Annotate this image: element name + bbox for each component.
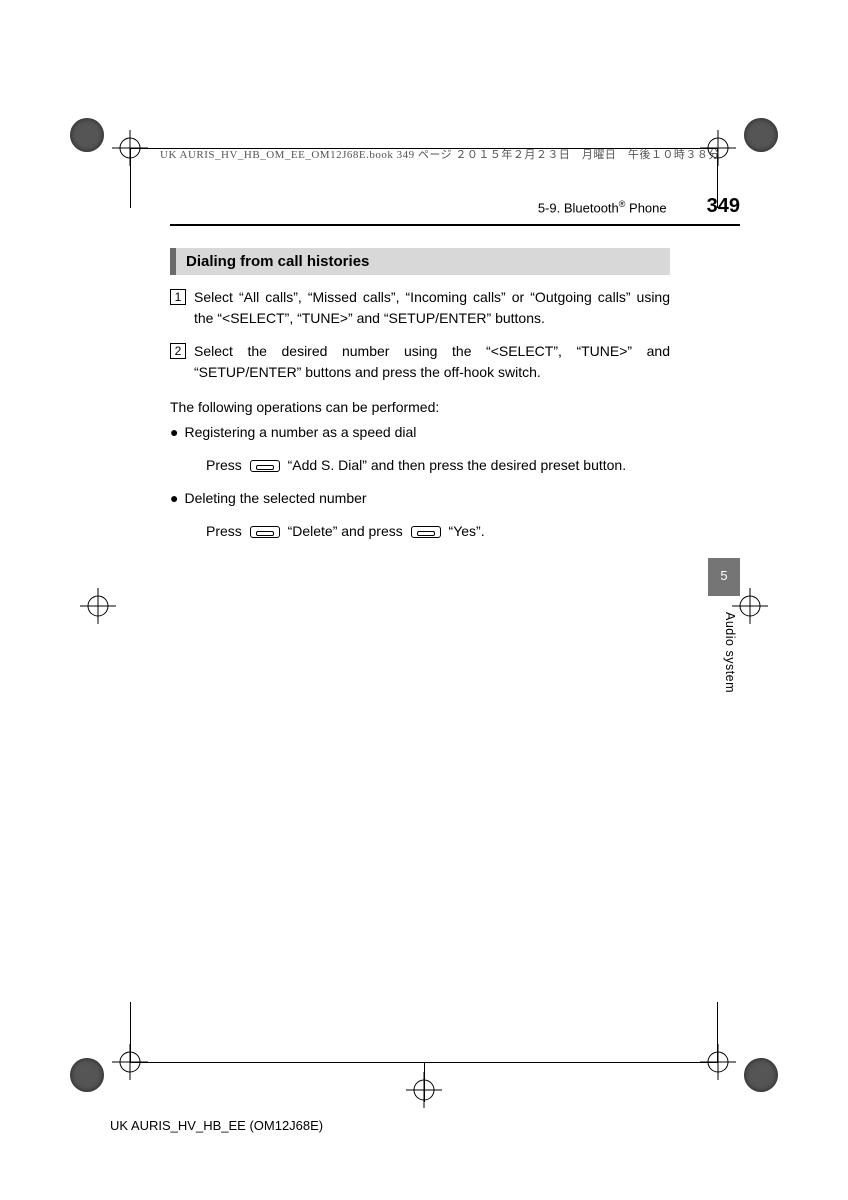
crop-line-right-b xyxy=(717,1002,718,1062)
section-label: 5-9. Bluetooth® Phone xyxy=(538,199,667,215)
step-number-box: 1 xyxy=(170,289,186,305)
crop-line-left-b xyxy=(130,1002,131,1062)
bullet-label: Registering a number as a speed dial xyxy=(184,422,670,443)
regmark-solid-tr xyxy=(744,118,778,152)
chapter-tab: 5 xyxy=(708,558,740,596)
bullet-2-sub: Press “Delete” and press “Yes”. xyxy=(206,521,670,542)
button-icon xyxy=(411,526,441,538)
sub-text-mid2: “Yes”. xyxy=(445,523,485,539)
chapter-label: Audio system xyxy=(723,612,737,693)
regmark-ml xyxy=(80,588,116,624)
bullet-1-sub: Press “Add S. Dial” and then press the d… xyxy=(206,455,670,476)
section-suffix: Phone xyxy=(625,200,666,215)
sub-text-pre: Press xyxy=(206,457,246,473)
sub-text-mid: “Add S. Dial” and then press the desired… xyxy=(284,457,626,473)
step-text: Select “All calls”, “Missed calls”, “Inc… xyxy=(194,287,670,329)
sub-text-mid1: “Delete” and press xyxy=(284,523,407,539)
regmark-solid-bl xyxy=(70,1058,104,1092)
bullet-2: ● Deleting the selected number xyxy=(170,488,670,509)
footer-text: UK AURIS_HV_HB_EE (OM12J68E) xyxy=(110,1118,323,1133)
bullet-1: ● Registering a number as a speed dial xyxy=(170,422,670,443)
bullet-icon: ● xyxy=(170,488,178,509)
section-prefix: 5-9. Bluetooth xyxy=(538,200,619,215)
crop-line-center-b xyxy=(424,1062,425,1102)
bullet-icon: ● xyxy=(170,422,178,443)
sub-text-pre: Press xyxy=(206,523,246,539)
step-text: Select the desired number using the “<SE… xyxy=(194,341,670,383)
step-1: 1 Select “All calls”, “Missed calls”, “I… xyxy=(170,287,670,329)
operations-intro: The following operations can be performe… xyxy=(170,397,670,418)
button-icon xyxy=(250,460,280,472)
page-content: 5-9. Bluetooth® Phone 349 Dialing from c… xyxy=(100,100,740,542)
page-header: 5-9. Bluetooth® Phone 349 xyxy=(170,195,740,226)
regmark-solid-tl xyxy=(70,118,104,152)
button-icon xyxy=(250,526,280,538)
step-number-box: 2 xyxy=(170,343,186,359)
step-2: 2 Select the desired number using the “<… xyxy=(170,341,670,383)
content-body: 1 Select “All calls”, “Missed calls”, “I… xyxy=(170,287,670,542)
section-title: Dialing from call histories xyxy=(170,248,670,275)
bullet-label: Deleting the selected number xyxy=(184,488,670,509)
page-number: 349 xyxy=(707,195,740,218)
regmark-solid-br xyxy=(744,1058,778,1092)
